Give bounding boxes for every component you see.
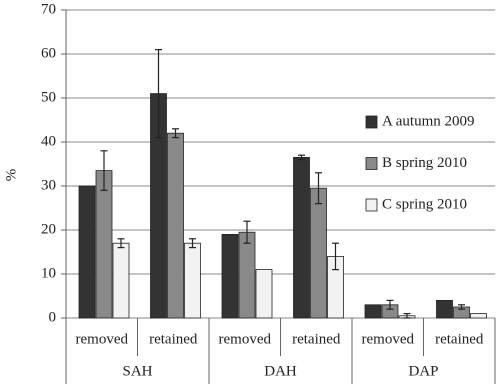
error-bar: [155, 48, 162, 139]
error-bar: [298, 154, 305, 161]
error-bar: [172, 128, 179, 139]
bar: [470, 313, 487, 319]
legend-swatch: [365, 115, 378, 129]
bar: [255, 269, 273, 319]
y-tick-label: 60: [41, 45, 56, 61]
y-tick-label: 40: [41, 133, 56, 149]
legend-label: B spring 2010: [382, 155, 467, 171]
y-tick-label: 70: [41, 1, 56, 17]
error-bar: [117, 238, 125, 249]
error-bar: [386, 299, 394, 310]
y-axis-label: %: [3, 169, 19, 182]
error-bar: [332, 242, 339, 271]
x-tick-label: retained: [149, 331, 198, 347]
group-label: DAP: [408, 363, 438, 379]
legend-label: A autumn 2009: [382, 113, 475, 129]
error-bar: [403, 313, 411, 319]
error-bar: [315, 172, 322, 205]
bar: [238, 231, 256, 319]
group-label: DAH: [264, 363, 297, 379]
bar: [364, 304, 382, 319]
x-tick-label: retained: [435, 331, 484, 347]
group-label: SAH: [122, 363, 152, 379]
y-tick-label: 30: [41, 177, 56, 193]
legend-label: C spring 2010: [382, 196, 467, 212]
bar: [436, 299, 453, 319]
bar: [95, 170, 113, 319]
x-tick-label: retained: [292, 331, 341, 347]
y-tick-label: 20: [41, 221, 56, 237]
bar: [78, 185, 96, 319]
bar: [310, 187, 327, 319]
bar: [293, 156, 310, 319]
bar: [184, 242, 201, 319]
error-bar: [243, 220, 251, 244]
bar: [167, 132, 184, 319]
x-tick-label: removed: [362, 331, 415, 347]
y-tick-label: 10: [41, 265, 56, 281]
y-tick-label: 50: [41, 89, 56, 105]
error-bar: [189, 238, 196, 249]
legend-swatch: [365, 157, 378, 170]
error-bar: [458, 304, 465, 310]
bar: [112, 242, 130, 319]
x-tick-label: removed: [219, 331, 272, 347]
y-tick-label: 0: [49, 309, 57, 325]
error-bar: [100, 150, 108, 191]
legend-swatch: [365, 198, 378, 212]
x-tick-label: removed: [76, 331, 129, 347]
bar: [221, 233, 239, 319]
